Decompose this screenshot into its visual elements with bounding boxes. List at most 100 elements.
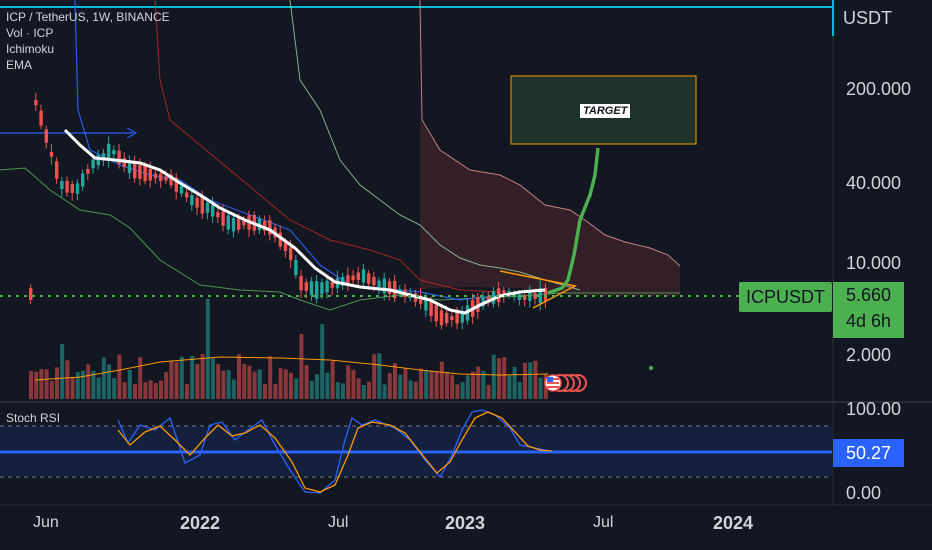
candle (221, 211, 225, 226)
time-tick: Jul (328, 514, 349, 531)
volume-bar (372, 354, 377, 399)
volume-bar (289, 372, 293, 399)
stoch-rsi-label[interactable]: Stoch RSI (6, 411, 61, 425)
event-markers[interactable] (544, 374, 587, 392)
candle (101, 153, 106, 160)
candle (55, 161, 59, 179)
candle (190, 195, 194, 206)
volume-bar (39, 369, 44, 399)
candle (450, 315, 454, 321)
currency-label[interactable]: USDT (843, 8, 892, 28)
candle (226, 215, 230, 230)
volume-bar (226, 370, 231, 399)
candle (169, 174, 173, 186)
volume-bar (86, 364, 91, 399)
volume-bar (377, 353, 382, 399)
candle (148, 168, 152, 181)
candle (283, 242, 288, 252)
symbol-title[interactable]: ICP / TetherUS, 1W, BINANCE (6, 10, 170, 24)
us-flag-icon[interactable] (544, 374, 562, 392)
volume-bar (91, 370, 96, 399)
stoch-tick: 100.00 (846, 399, 902, 419)
volume-bar (169, 360, 174, 399)
candle (164, 176, 168, 181)
candle (517, 294, 522, 300)
volume-bar (211, 358, 215, 399)
volume-bar (413, 381, 418, 399)
candle (429, 300, 433, 316)
time-tick: Jun (33, 514, 59, 531)
indicator-volume[interactable]: Vol · ICP (6, 26, 54, 40)
stoch-tick: 0.00 (846, 483, 882, 503)
volume-bar (465, 375, 470, 399)
volume-bar (138, 357, 143, 399)
last-price: 5.660 (845, 285, 892, 305)
indicator-ichimoku[interactable]: Ichimoku (6, 42, 55, 56)
volume-bar (242, 363, 247, 399)
ichimoku-span-b (419, 0, 681, 267)
volume-bar (424, 370, 429, 399)
volume-bar (164, 372, 169, 399)
candle (523, 295, 527, 300)
signal-dot (649, 366, 653, 370)
chart-legend: ICP / TetherUS, 1W, BINANCE Vol · ICP Ic… (6, 9, 170, 73)
symbol-badge: ICPUSDT (739, 282, 833, 312)
volume-bar (34, 371, 39, 399)
candle (486, 296, 490, 303)
volume-bar (304, 365, 309, 399)
candle (70, 184, 74, 193)
volume-bar (185, 384, 189, 399)
volume-bar (393, 363, 397, 399)
candle (346, 275, 350, 285)
projection-curve[interactable] (547, 147, 600, 295)
candle (460, 312, 464, 323)
candle (205, 202, 210, 213)
volume-bar (491, 354, 496, 399)
indicator-ema[interactable]: EMA (6, 58, 33, 72)
volume-bar (346, 365, 351, 399)
candle (112, 150, 116, 155)
time-tick: 2024 (713, 513, 754, 533)
candle (91, 159, 95, 169)
volume-bar (117, 354, 122, 399)
volume-bar (247, 365, 252, 399)
candle (434, 305, 438, 322)
volume-bar (231, 379, 236, 399)
stoch-k-line (117, 409, 551, 494)
volume-bar (268, 356, 273, 399)
volume-bar (200, 354, 205, 399)
volume-bar (148, 380, 153, 399)
volume-bar (81, 370, 85, 399)
candle (387, 281, 392, 295)
volume-bar (60, 344, 65, 399)
candle (491, 290, 496, 304)
candle (195, 197, 199, 208)
candle (289, 247, 293, 261)
volume-bar (351, 369, 356, 399)
volume-bar (325, 372, 330, 399)
candle (81, 173, 85, 187)
volume-bar (517, 382, 522, 399)
ichimoku-cloud-bearish (420, 120, 680, 296)
time-axis[interactable] (0, 506, 832, 550)
volume-bar (398, 374, 403, 399)
volume-bar (96, 377, 101, 399)
volume-bar (179, 356, 184, 399)
volume-bar (221, 370, 226, 399)
price-badge: 5.660 4d 6h (833, 282, 904, 338)
bar-countdown: 4d 6h (845, 311, 892, 331)
volume-bar (434, 371, 439, 399)
triangle-pattern[interactable] (499, 270, 578, 309)
candle (231, 218, 236, 232)
candle (60, 181, 64, 190)
candle (159, 173, 163, 181)
volume-bar (122, 382, 127, 399)
volume-bar (367, 381, 371, 399)
volume-bar (133, 384, 137, 399)
candle (455, 312, 459, 324)
volume-bar (419, 368, 423, 399)
candle (393, 280, 397, 299)
candle (445, 312, 449, 324)
volume-bar (497, 358, 501, 399)
